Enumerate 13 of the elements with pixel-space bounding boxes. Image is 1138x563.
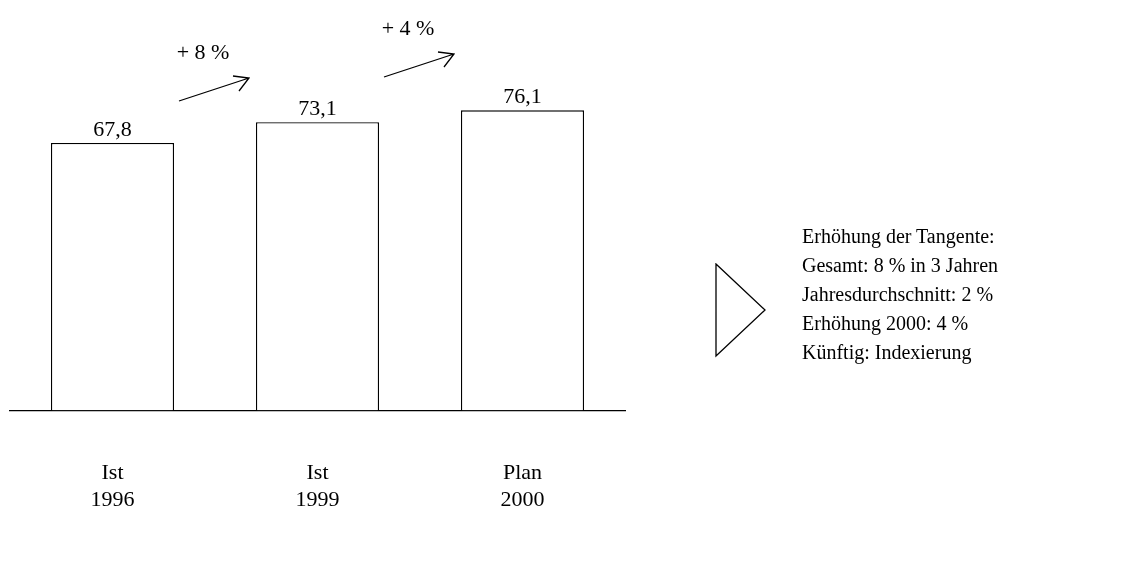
text: Erhöhung der Tangente: (802, 224, 996, 250)
text: Jahresdurchschnitt: 2 % (802, 282, 995, 307)
x-tick-label: Plan 2000 (500, 459, 545, 511)
text: Gesamt: 8 % in 3 Jahren (802, 253, 999, 278)
text: Künftig: Indexierung (802, 340, 973, 366)
data-label: 67,8 (93, 115, 132, 141)
data-label: 76,1 (503, 83, 542, 109)
x-tick-label: Ist 1999 (295, 459, 340, 511)
x-tick-label: Ist 1996 (90, 459, 135, 511)
text: + 4 % (381, 15, 435, 41)
data-label: 73,1 (298, 94, 337, 120)
text: Erhöhung 2000: 4 % (802, 311, 970, 337)
text: + 8 % (176, 38, 230, 64)
